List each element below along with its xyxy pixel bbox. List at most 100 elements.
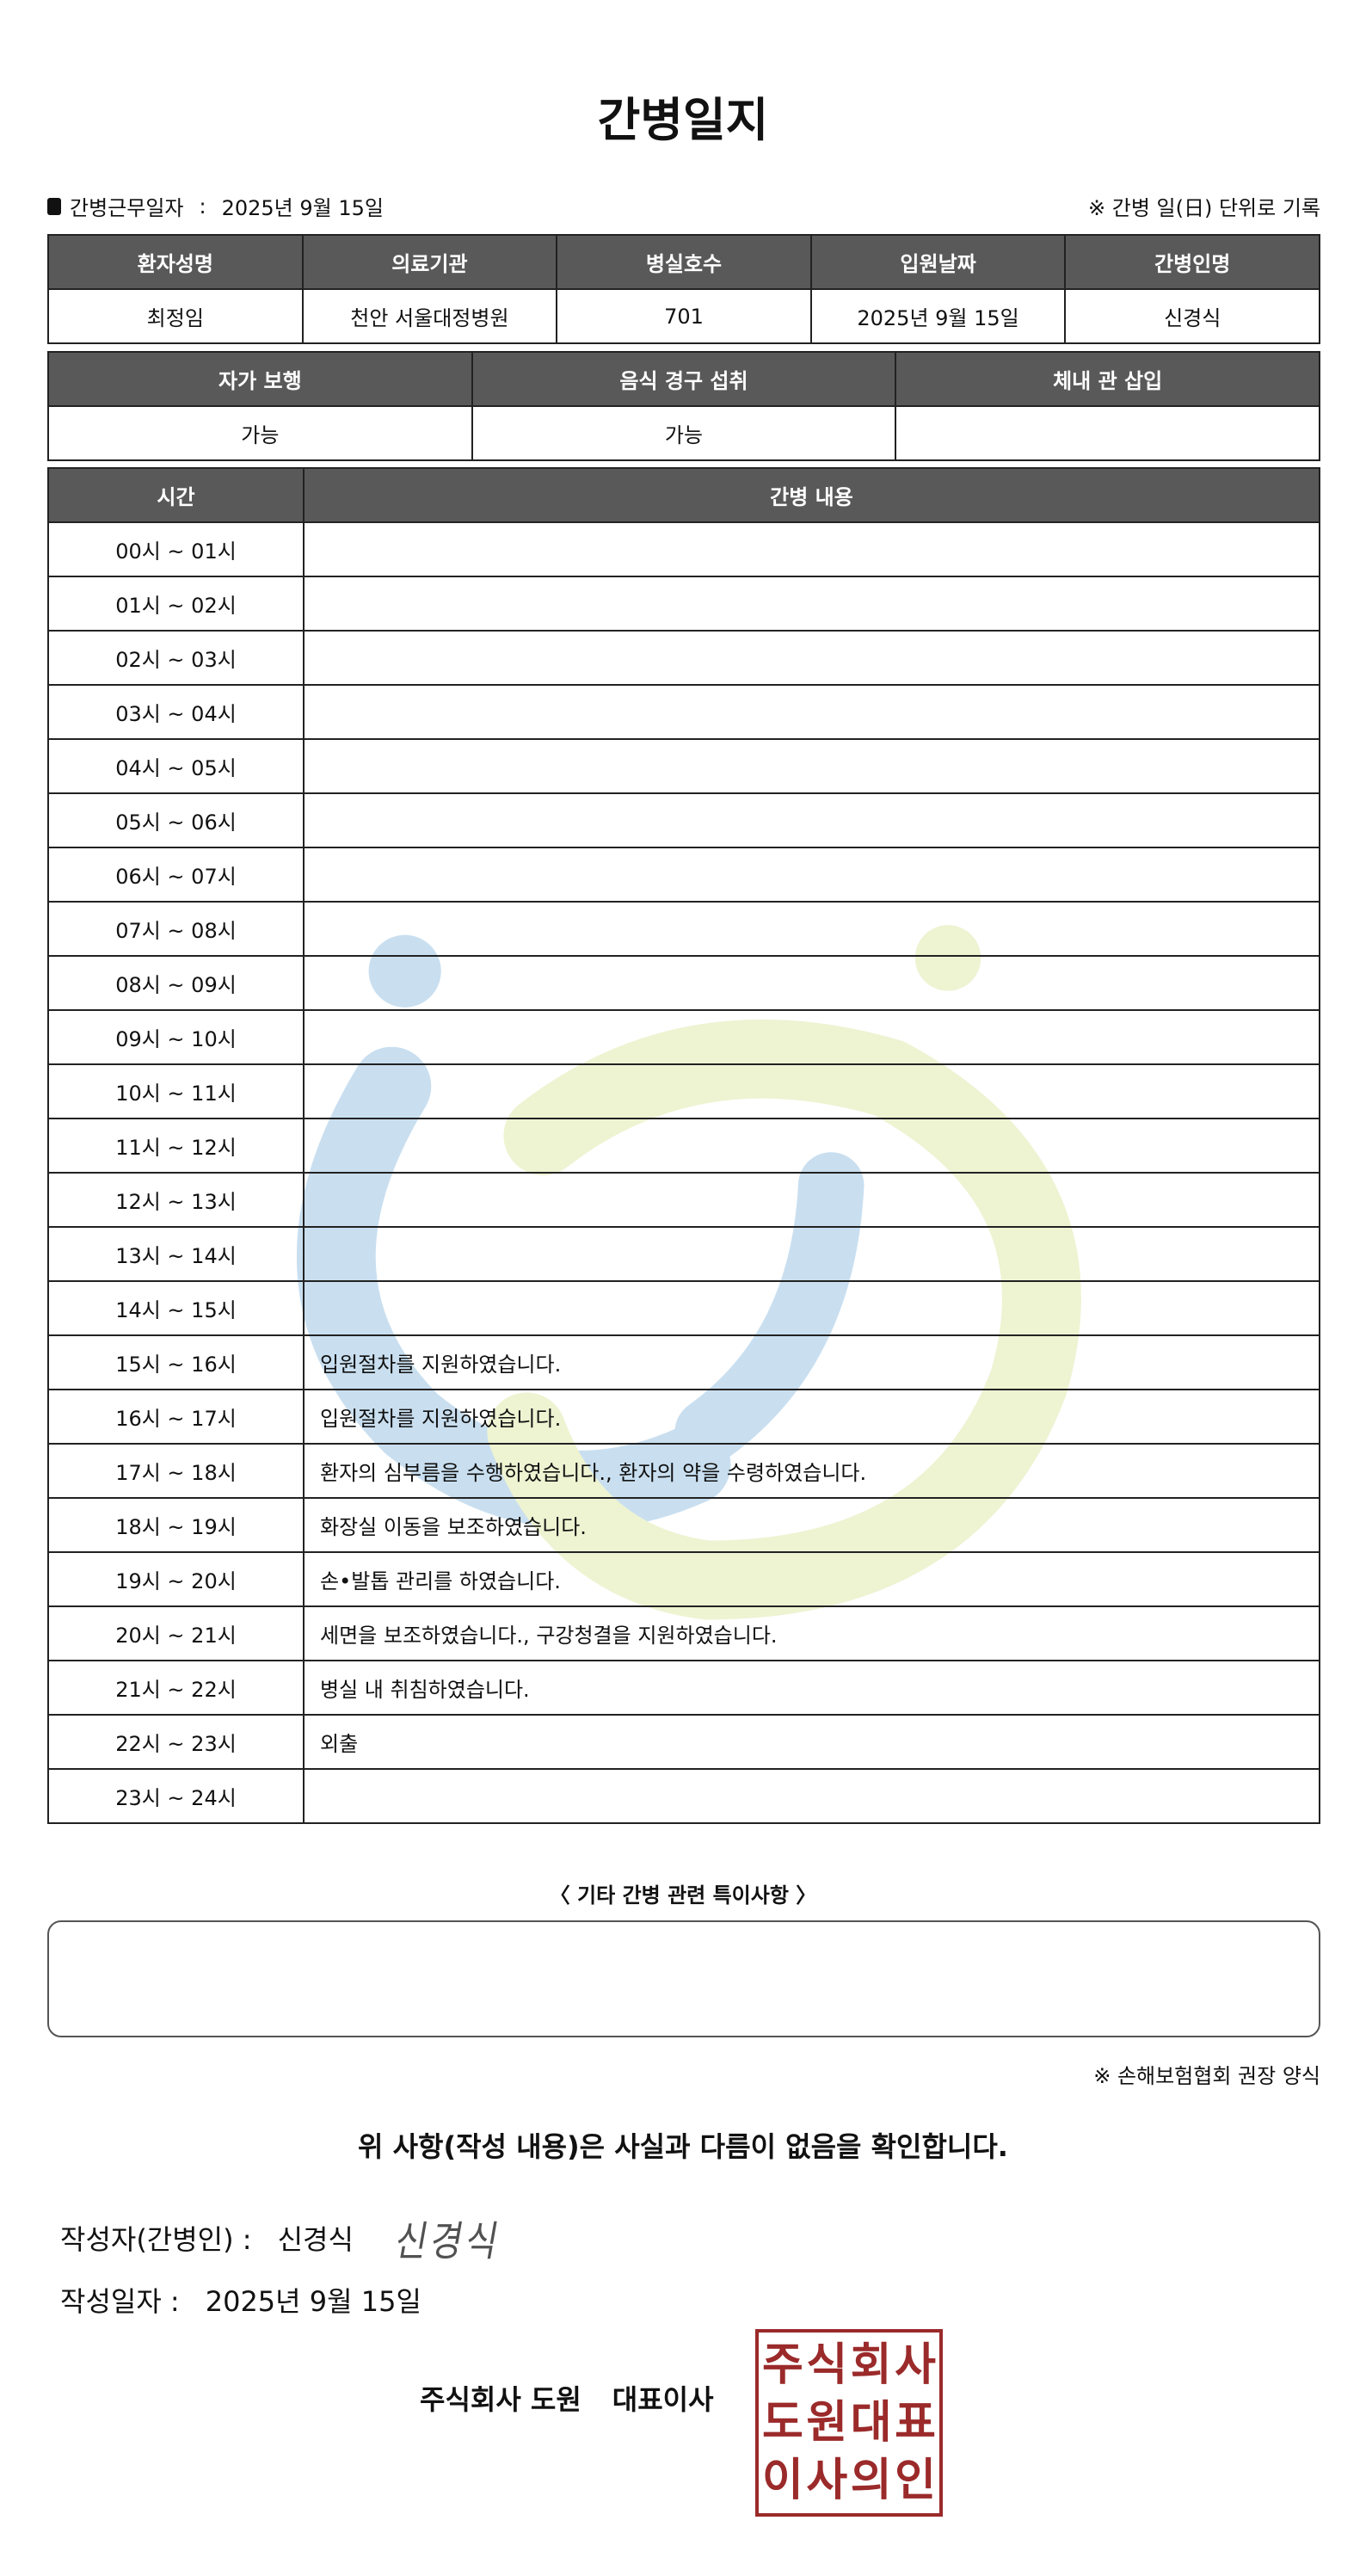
care-content (303, 955, 1320, 1011)
care-content: 손•발톱 관리를 하였습니다. (303, 1551, 1320, 1607)
time-slot: 21시 ~ 22시 (47, 1660, 305, 1716)
table-row: 01시 ~ 02시 (47, 576, 1320, 632)
patient-info-table: 환자성명 의료기관 병실호수 입원날짜 간병인명 최정임 천안 서울대정병원 7… (47, 234, 1320, 344)
writer-line: 작성자(간병인) : 신경식 신경식 (60, 2213, 505, 2265)
care-content (303, 576, 1320, 632)
self-walking: 가능 (47, 405, 473, 461)
care-content (303, 1280, 1320, 1336)
table-row: 03시 ~ 04시 (47, 684, 1320, 740)
care-content (303, 684, 1320, 740)
table-row: 13시 ~ 14시 (47, 1226, 1320, 1282)
header-time: 시간 (47, 467, 305, 523)
stamp-char: 사 (895, 2339, 936, 2391)
care-content (303, 738, 1320, 794)
time-slot: 19시 ~ 20시 (47, 1551, 305, 1607)
write-date: 2025년 9월 15일 (205, 2285, 421, 2318)
time-slot: 17시 ~ 18시 (47, 1443, 305, 1499)
time-slot: 23시 ~ 24시 (47, 1768, 305, 1824)
time-slot: 01시 ~ 02시 (47, 576, 305, 632)
caregiver-name: 신경식 (1064, 288, 1320, 344)
time-slot: 20시 ~ 21시 (47, 1605, 305, 1661)
care-content (303, 1063, 1320, 1119)
care-content: 화장실 이동을 보조하였습니다. (303, 1497, 1320, 1553)
stamp-char: 원 (806, 2396, 848, 2449)
care-log-table: 시간 간병 내용 00시 ~ 01시 01시 ~ 02시 02시 ~ 03시 03시 … (47, 467, 1320, 1824)
care-content (303, 901, 1320, 957)
hospital: 천안 서울대정병원 (301, 288, 558, 344)
company-name: 주식회사 도원 (420, 2383, 581, 2416)
care-content (303, 1172, 1320, 1228)
stamp-char: 의 (850, 2455, 892, 2507)
table-row: 07시 ~ 08시 (47, 901, 1320, 957)
admission-date: 2025년 9월 15일 (809, 288, 1067, 344)
table-row: 10시 ~ 11시 (47, 1063, 1320, 1119)
work-date-label: 간병근무일자 (70, 196, 184, 220)
care-content (303, 792, 1320, 848)
table-row: 23시 ~ 24시 (47, 1768, 1320, 1824)
care-content (303, 1009, 1320, 1065)
time-slot: 13시 ~ 14시 (47, 1226, 305, 1282)
time-slot: 18시 ~ 19시 (47, 1497, 305, 1553)
ceo-title: 대표이사 (612, 2383, 714, 2416)
recommend-note: ※ 손해보험협회 권장 양식 (1093, 2064, 1320, 2088)
time-slot: 05시 ~ 06시 (47, 792, 305, 848)
care-content: 입원절차를 지원하였습니다. (303, 1389, 1320, 1445)
time-slot: 02시 ~ 03시 (47, 630, 305, 686)
table-row: 18시 ~ 19시 화장실 이동을 보조하였습니다. (47, 1497, 1320, 1553)
care-content (303, 847, 1320, 903)
table-row: 22시 ~ 23시 외출 (47, 1714, 1320, 1770)
time-slot: 00시 ~ 01시 (47, 521, 305, 577)
stamp-char: 사 (806, 2455, 848, 2507)
table-row: 00시 ~ 01시 (47, 521, 1320, 577)
time-slot: 06시 ~ 07시 (47, 847, 305, 903)
care-content: 입원절차를 지원하였습니다. (303, 1334, 1320, 1390)
header-tube-insertion: 체내 관 삽입 (895, 351, 1320, 407)
unit-note: ※ 간병 일(日) 단위로 기록 (1088, 196, 1320, 220)
care-content (303, 1768, 1320, 1824)
special-notes-title: 〈 기타 간병 관련 특이사항 〉 (549, 1883, 817, 1907)
table-row: 16시 ~ 17시 입원절차를 지원하였습니다. (47, 1389, 1320, 1445)
time-slot: 10시 ~ 11시 (47, 1063, 305, 1119)
care-content: 세면을 보조하였습니다., 구강청결을 지원하였습니다. (303, 1605, 1320, 1661)
care-content: 병실 내 취침하였습니다. (303, 1660, 1320, 1716)
work-date: 간병근무일자 : 2025년 9월 15일 (47, 191, 384, 221)
company-line: 주식회사 도원 대표이사 (420, 2378, 714, 2418)
table-row: 14시 ~ 15시 (47, 1280, 1320, 1336)
table-row: 15시 ~ 16시 입원절차를 지원하였습니다. (47, 1334, 1320, 1390)
time-slot: 16시 ~ 17시 (47, 1389, 305, 1445)
work-date-separator: : (199, 194, 206, 219)
header-hospital: 의료기관 (301, 234, 558, 290)
care-content: 환자의 심부름을 수행하였습니다., 환자의 약을 수령하였습니다. (303, 1443, 1320, 1499)
stamp-char: 도 (762, 2396, 803, 2449)
header-self-walking: 자가 보행 (47, 351, 473, 407)
stamp-char: 주 (762, 2339, 803, 2391)
care-content: 외출 (303, 1714, 1320, 1770)
time-slot: 12시 ~ 13시 (47, 1172, 305, 1228)
room-number: 701 (556, 288, 812, 344)
time-slot: 07시 ~ 08시 (47, 901, 305, 957)
confirmation-statement: 위 사항(작성 내용)은 사실과 다름이 없음을 확인합니다. (358, 2130, 1008, 2163)
header-oral-intake: 음식 경구 섭취 (471, 351, 897, 407)
header-admission-date: 입원날짜 (809, 234, 1067, 290)
tube-insertion (895, 405, 1320, 461)
write-date-label: 작성일자 : (60, 2285, 180, 2318)
time-slot: 08시 ~ 09시 (47, 955, 305, 1011)
table-row: 17시 ~ 18시 환자의 심부름을 수행하였습니다., 환자의 약을 수령하였습… (47, 1443, 1320, 1499)
header-patient-name: 환자성명 (47, 234, 304, 290)
stamp-char: 이 (762, 2455, 803, 2507)
table-row: 12시 ~ 13시 (47, 1172, 1320, 1228)
patient-name: 최정임 (47, 288, 304, 344)
signature: 신경식 (391, 2218, 506, 2266)
table-row: 04시 ~ 05시 (47, 738, 1320, 794)
time-slot: 22시 ~ 23시 (47, 1714, 305, 1770)
stamp-char: 식 (806, 2339, 848, 2391)
work-date-value: 2025년 9월 15일 (221, 196, 384, 220)
time-slot: 09시 ~ 10시 (47, 1009, 305, 1065)
header-room: 병실호수 (556, 234, 812, 290)
writer-label: 작성자(간병인) : (60, 2223, 252, 2256)
care-content (303, 1226, 1320, 1282)
